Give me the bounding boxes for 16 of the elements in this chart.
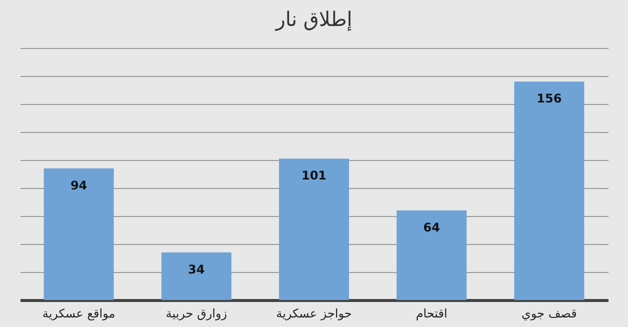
data-label: 156 bbox=[536, 92, 562, 106]
data-label: 34 bbox=[188, 262, 205, 276]
data-label: 101 bbox=[301, 168, 327, 183]
x-tick-label: حواجز عسكرية bbox=[276, 306, 352, 320]
data-label: 94 bbox=[70, 178, 88, 192]
x-tick-label: مواقع عسكرية bbox=[42, 306, 116, 320]
data-label: 64 bbox=[423, 220, 440, 234]
x-tick-label: اقتحام bbox=[416, 306, 448, 320]
bar bbox=[279, 158, 349, 300]
bar bbox=[514, 82, 584, 300]
bar bbox=[396, 210, 467, 300]
chart-title: إطلاق نار bbox=[274, 7, 352, 31]
bar bbox=[161, 252, 232, 300]
x-tick-label: زوارق حربية bbox=[166, 306, 228, 320]
bar bbox=[44, 168, 114, 300]
x-tick-label: قصف جوي bbox=[522, 306, 577, 320]
